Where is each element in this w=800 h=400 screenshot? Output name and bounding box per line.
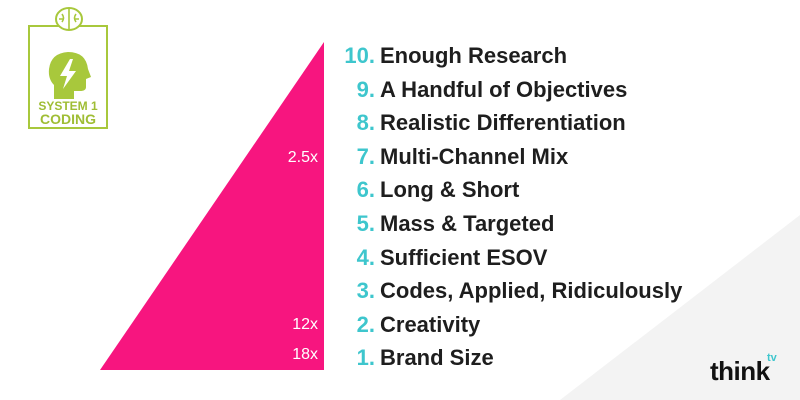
item-label: Mass & Targeted [380, 210, 555, 236]
item-number: 3. [356, 278, 375, 304]
item-number: 10. [344, 43, 375, 68]
item-number: 6. [356, 177, 375, 203]
item-label: Sufficient ESOV [380, 244, 548, 270]
list-item: 6. Long & Short [330, 173, 682, 207]
item-number: 7. [356, 143, 375, 169]
logo-text-line1: SYSTEM 1 [38, 99, 98, 113]
multiplier-top: 2.5x [287, 149, 318, 166]
item-number: 4. [356, 244, 375, 270]
list-item: 7. Multi-Channel Mix [330, 140, 682, 174]
list-item: 1. Brand Size [330, 341, 682, 375]
item-number: 8. [356, 110, 375, 136]
multiplier-bottom: 18x [292, 346, 318, 363]
list-item: 3. Codes, Applied, Ridiculously [330, 274, 683, 308]
item-number: 9. [356, 76, 375, 102]
item-number: 5. [356, 210, 375, 236]
thinktv-logo: think tv [710, 352, 790, 392]
head-lightning-icon [48, 52, 91, 99]
list-item: 10. Enough Research [330, 39, 682, 73]
item-label: Multi-Channel Mix [380, 143, 569, 169]
logo-text-line2: CODING [40, 111, 96, 127]
multiplier-middle: 12x [292, 316, 318, 333]
list-item: 9. A Handful of Objectives [330, 73, 682, 107]
item-number: 1. [356, 345, 375, 371]
item-label: Enough Research [380, 43, 568, 68]
system1-coding-logo: SYSTEM 1 CODING [28, 5, 112, 131]
item-label: Creativity [380, 311, 481, 337]
tv-wordmark: tv [767, 352, 777, 364]
think-wordmark: think [710, 356, 770, 386]
item-label: Long & Short [380, 177, 520, 203]
item-number: 2. [356, 311, 375, 337]
item-label: Codes, Applied, Ridiculously [380, 278, 683, 304]
item-label: A Handful of Objectives [380, 76, 628, 102]
principles-list: 10. Enough Research 9. A Handful of Object… [330, 39, 682, 375]
list-item: 2. Creativity [330, 308, 682, 342]
item-label: Brand Size [380, 345, 494, 371]
list-item: 8. Realistic Differentiation [330, 106, 682, 140]
list-item: 4. Sufficient ESOV [330, 241, 682, 275]
brain-icon [55, 7, 83, 31]
list-item: 5. Mass & Targeted [330, 207, 682, 241]
item-label: Realistic Differentiation [380, 110, 626, 136]
